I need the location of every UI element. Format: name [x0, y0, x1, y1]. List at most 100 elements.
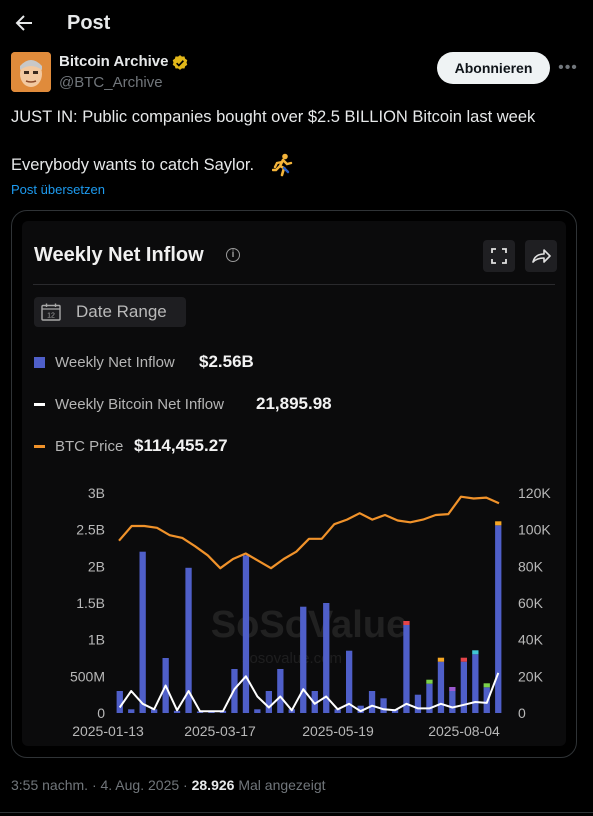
- view-count: 28.926: [191, 777, 235, 793]
- page-title: Post: [67, 12, 111, 34]
- btc-price-line: [118, 495, 500, 570]
- y-right-tick-label: 0: [518, 705, 526, 721]
- bar: [311, 691, 318, 713]
- bar-accent: [495, 521, 502, 526]
- y-right-tick-label: 120K: [518, 485, 551, 501]
- bar: [185, 567, 192, 713]
- bar: [323, 603, 330, 713]
- bar: [139, 551, 146, 713]
- legend-swatch: [34, 445, 45, 448]
- x-tick-label: 2025-03-17: [184, 723, 256, 739]
- inflow-chart[interactable]: SoSoValue sosovalue.com 0 500M 1B 1.5B 2B 2.5B 3…: [22, 471, 566, 746]
- btc-net-inflow-line: [118, 672, 500, 713]
- y-right-tick-label: 100K: [518, 522, 551, 538]
- x-tick-label: 2025-08-04: [428, 723, 500, 739]
- bar: [265, 691, 272, 713]
- bar: [483, 687, 490, 713]
- view-count-label: Mal angezeigt: [238, 777, 326, 793]
- post-time[interactable]: 3:55 nachm.: [11, 777, 89, 793]
- info-icon[interactable]: i: [226, 248, 240, 262]
- tweet-text-line-2: Everybody wants to catch Saylor.: [11, 156, 255, 174]
- svg-text:12: 12: [47, 313, 55, 320]
- author-name[interactable]: Bitcoin Archive: [59, 53, 169, 70]
- tweet-text-line-1: JUST IN: Public companies bought over $2…: [11, 108, 536, 126]
- date-range-label: Date Range: [76, 302, 167, 321]
- y-right-tick-label: 80K: [518, 558, 544, 574]
- bar: [128, 709, 135, 713]
- y-left-tick-label: 2.5B: [76, 522, 105, 538]
- translate-link[interactable]: Post übersetzen: [11, 182, 105, 197]
- bar-accent: [472, 650, 479, 655]
- y-left-tick-label: 2B: [88, 558, 105, 574]
- legend-swatch: [34, 403, 45, 406]
- chart-title: Weekly Net Inflow: [34, 244, 204, 266]
- bar: [449, 691, 456, 713]
- bar: [346, 650, 353, 713]
- y-right-tick-label: 60K: [518, 595, 544, 611]
- bar: [196, 711, 204, 713]
- bar-accent: [483, 683, 490, 688]
- y-left-tick-label: 1.5B: [76, 595, 105, 611]
- y-left-tick-label: 3B: [88, 485, 105, 501]
- y-left-tick-label: 1B: [88, 632, 105, 648]
- bar-accent: [449, 687, 456, 691]
- x-tick-label: 2025-05-19: [302, 723, 374, 739]
- bar-accent: [437, 657, 445, 662]
- bar: [414, 694, 422, 713]
- y-left-tick-label: 500M: [70, 668, 105, 684]
- more-horizontal-icon[interactable]: •••: [558, 59, 578, 76]
- top-bar: Post: [0, 0, 593, 48]
- legend-label: BTC Price: [55, 438, 124, 455]
- divider: [0, 812, 593, 813]
- bar-accent: [403, 621, 410, 625]
- arrow-left-icon[interactable]: [12, 11, 36, 35]
- legend-label: Weekly Net Inflow: [55, 354, 175, 371]
- divider: [33, 284, 555, 285]
- bar: [242, 555, 250, 713]
- watermark: SoSoValue: [211, 604, 407, 646]
- fullscreen-button[interactable]: [483, 240, 515, 272]
- bar: [368, 691, 376, 713]
- legend-value: 21,895.98: [256, 394, 332, 413]
- follow-button[interactable]: Abonnieren: [437, 52, 550, 84]
- bar: [116, 691, 123, 713]
- bar: [300, 606, 307, 713]
- post-meta: 3:55 nachm. · 4. Aug. 2025 · 28.926 Mal …: [11, 777, 326, 793]
- legend-swatch: [34, 357, 45, 368]
- bar: [495, 525, 502, 713]
- bar: [334, 709, 341, 713]
- x-tick-label: 2025-01-13: [72, 723, 144, 739]
- bar: [277, 669, 284, 713]
- bar: [472, 654, 479, 713]
- share-arrow-icon: [532, 249, 551, 263]
- bar-accent: [426, 679, 433, 684]
- chart-panel: Weekly Net Inflow i 12 Date Range: [22, 221, 566, 746]
- bar: [254, 709, 261, 713]
- bar: [357, 705, 364, 713]
- bar-accent: [460, 657, 467, 662]
- legend-label: Weekly Bitcoin Net Inflow: [55, 396, 224, 413]
- legend-value: $114,455.27: [134, 436, 228, 455]
- bar: [173, 710, 181, 713]
- watermark-url: sosovalue.com: [242, 650, 342, 667]
- verified-badge-icon: [172, 55, 188, 70]
- media-card[interactable]: Weekly Net Inflow i 12 Date Range: [11, 210, 577, 758]
- expand-icon: [491, 248, 507, 264]
- date-range-button[interactable]: 12 Date Range: [34, 297, 186, 327]
- bar: [208, 711, 215, 713]
- bar: [437, 661, 445, 713]
- y-left-tick-label: 0: [97, 705, 105, 721]
- y-right-tick-label: 20K: [518, 668, 544, 684]
- calendar-icon: 12: [41, 303, 61, 321]
- bar: [151, 709, 158, 713]
- y-right-tick-label: 40K: [518, 632, 544, 648]
- bar: [380, 698, 387, 713]
- author-handle[interactable]: @BTC_Archive: [59, 74, 163, 91]
- bar: [403, 625, 410, 713]
- bar: [460, 661, 467, 713]
- legend-value: $2.56B: [199, 352, 254, 371]
- post-date[interactable]: 4. Aug. 2025: [100, 777, 180, 793]
- share-button[interactable]: [525, 240, 557, 272]
- avatar[interactable]: [11, 52, 51, 92]
- person-running-icon: [272, 153, 293, 177]
